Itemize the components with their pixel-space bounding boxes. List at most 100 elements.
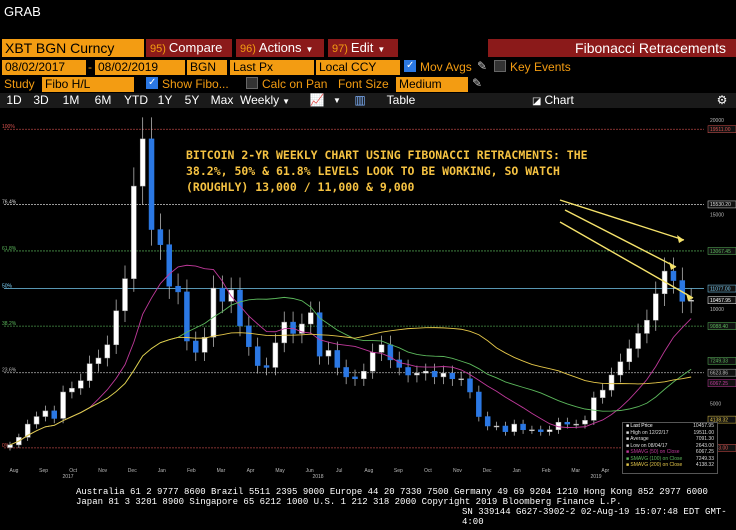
compare-num: 95) — [150, 43, 166, 55]
candle — [343, 367, 349, 378]
candle — [431, 370, 438, 378]
bar-chart-icon[interactable]: ▥ — [354, 93, 366, 107]
arrow-line — [559, 199, 685, 241]
checkbox-unchecked-icon — [494, 60, 506, 72]
key-events-toggle[interactable]: Key Events — [494, 60, 571, 75]
candle — [290, 321, 296, 334]
compare-button[interactable]: 95) Compare — [146, 39, 232, 57]
font-size-label: Font Size — [338, 77, 389, 91]
period-select[interactable]: Weekly ▼ — [240, 93, 300, 108]
candle — [582, 420, 588, 425]
start-date-field[interactable]: 08/02/2017 — [2, 60, 86, 75]
tab-5y[interactable]: 5Y — [184, 93, 200, 107]
candle — [449, 372, 456, 380]
legend-value: 10457.95 — [693, 423, 714, 429]
candle — [60, 391, 66, 419]
tab-max[interactable]: Max — [210, 93, 234, 107]
actions-button[interactable]: 96) Actions ▼ — [236, 39, 324, 57]
candle — [591, 397, 597, 421]
x-tick-label: Dec — [483, 468, 492, 474]
candle — [104, 344, 111, 359]
tab-1d[interactable]: 1D — [6, 93, 22, 107]
source-field[interactable]: BGN — [187, 60, 227, 75]
footer: Australia 61 2 9777 8600 Brazil 5511 239… — [0, 485, 736, 530]
chevron-down-icon: ▼ — [282, 97, 291, 106]
font-size-select[interactable]: Medium — [396, 77, 468, 92]
candle — [263, 365, 270, 368]
legend-name: ■ High on 12/22/17 — [626, 429, 669, 436]
legend-name: ■ SMAVG (50) on Close — [626, 449, 680, 455]
chart-content-button[interactable]: ◪Chart Content — [532, 93, 618, 123]
candle — [564, 421, 571, 425]
candle — [334, 350, 341, 368]
candle — [361, 370, 367, 380]
candle — [688, 300, 694, 302]
edit-button[interactable]: 97) Edit ▼ — [328, 39, 398, 57]
end-date-field[interactable]: 08/02/2019 — [95, 60, 185, 75]
fib-label: 0% — [2, 443, 10, 449]
date-dash: - — [88, 60, 92, 74]
candle — [573, 423, 579, 426]
value-tag-label: 19511.00 — [710, 127, 731, 133]
candle — [7, 444, 13, 448]
candle — [414, 372, 420, 376]
x-tick-label: Nov — [453, 468, 462, 474]
value-tag-label: 4138.32 — [710, 417, 728, 423]
table-button[interactable]: Table — [386, 93, 416, 107]
value-tag-label: 10457.95 — [710, 298, 731, 304]
candle — [484, 416, 491, 427]
tab-3d[interactable]: 3D — [33, 93, 49, 107]
footer-line-2: Japan 81 3 3201 8900 Singapore 65 6212 1… — [76, 497, 622, 507]
price-field-select[interactable]: Last Px — [230, 60, 314, 75]
legend-value: 19511.00 — [693, 429, 714, 436]
compare-label: Compare — [168, 40, 223, 55]
gear-icon[interactable]: ⚙ — [716, 93, 728, 107]
study-select[interactable]: Fibo H/L — [42, 77, 134, 92]
currency-select[interactable]: Local CCY — [316, 60, 400, 75]
tab-6m[interactable]: 6M — [94, 93, 112, 107]
value-tag-label: 2643.00 — [710, 446, 728, 452]
candle — [175, 285, 181, 293]
candle — [644, 319, 650, 334]
candle — [148, 138, 155, 230]
line-chart-icon[interactable]: 📈 — [309, 93, 325, 107]
candle — [33, 416, 40, 425]
legend-name: ■ Low on 08/04/17 — [626, 442, 668, 449]
candle — [502, 425, 509, 432]
show-fibo-toggle[interactable]: Show Fibo... — [146, 75, 229, 92]
tab-ytd[interactable]: YTD — [124, 93, 148, 107]
x-tick-label: Apr — [247, 468, 255, 474]
ticker-field[interactable]: XBT BGN Curncy — [2, 39, 144, 57]
x-tick-label: May — [275, 468, 285, 474]
y-tick-label: 20000 — [710, 118, 724, 124]
candle — [157, 229, 164, 245]
legend-row: ■ SMAVG (100) on Close 7249.33 — [623, 456, 717, 463]
y-tick-label: 10000 — [710, 307, 724, 313]
candle — [78, 380, 84, 389]
chart-legend: ■ Last Price 10457.95 ■ High on 12/22/17 19… — [622, 422, 718, 474]
x-tick-label: Jul — [336, 468, 342, 474]
chevron-down-icon[interactable]: ▼ — [333, 96, 341, 105]
candle — [599, 389, 606, 398]
x-year-label: 2019 — [590, 474, 601, 480]
legend-value: 6067.25 — [695, 449, 714, 455]
x-tick-label: Jun — [306, 468, 314, 474]
fib-label: 50% — [2, 284, 13, 290]
pencil-icon[interactable]: ✎ — [477, 59, 488, 73]
fib-label: 61.8% — [2, 246, 17, 252]
x-tick-label: Aug — [364, 468, 373, 474]
x-tick-label: Oct — [69, 468, 77, 474]
mov-avgs-toggle[interactable]: Mov Avgs — [404, 58, 472, 75]
legend-row: ■ High on 12/22/17 19511.00 — [623, 430, 717, 437]
value-tag — [707, 284, 736, 293]
checkbox-checked-icon — [404, 58, 416, 73]
candle — [538, 429, 544, 432]
candle — [254, 346, 261, 366]
candle — [423, 370, 429, 374]
legend-name: ■ Last Price — [626, 423, 653, 429]
checkbox-checked-icon — [146, 75, 158, 90]
tab-1m[interactable]: 1M — [62, 93, 80, 107]
tab-1y[interactable]: 1Y — [157, 93, 173, 107]
calc-on-pan-toggle[interactable]: Calc on Pan — [246, 77, 327, 92]
pencil-icon[interactable]: ✎ — [472, 76, 483, 90]
